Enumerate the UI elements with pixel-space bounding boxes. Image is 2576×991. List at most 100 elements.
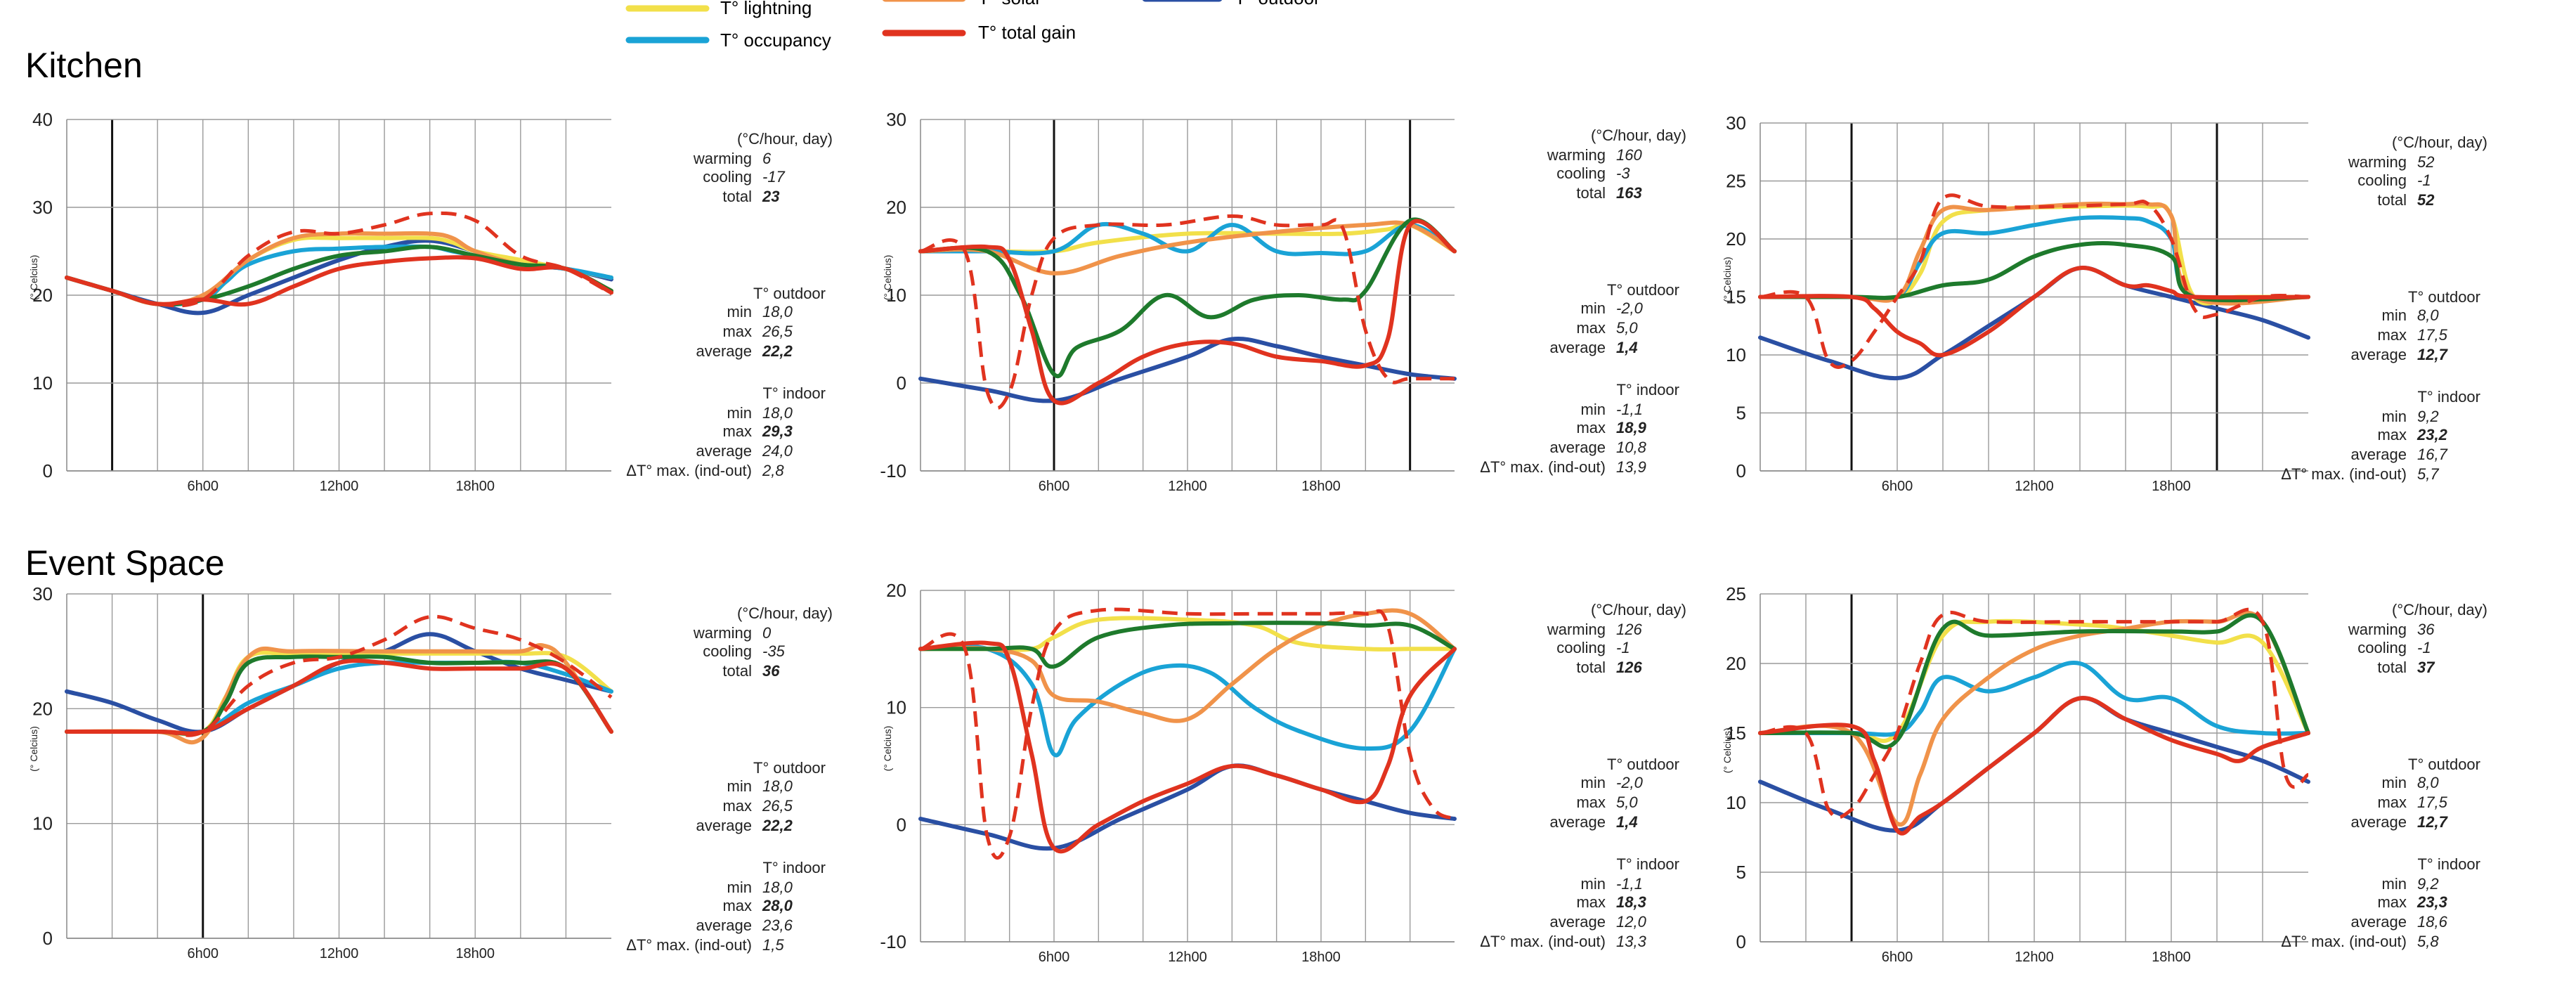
stats-label: ΔT° max. (ind-out) — [2281, 933, 2407, 950]
series-line-dashed — [1759, 193, 2309, 369]
stats-heading: T° indoor — [1616, 381, 1679, 399]
stats-value: 18,0 — [762, 879, 793, 896]
stats-value: 52 — [2417, 191, 2435, 209]
y-tick-label: 10 — [32, 373, 53, 394]
series-line-dashed — [1759, 607, 2310, 820]
stats-value: 18,3 — [1616, 893, 1646, 911]
stats-heading: T° outdoor — [753, 759, 826, 777]
stats-label: min — [1581, 875, 1606, 893]
stats-kitchen-3: (°C/hour, day) warming 52 cooling -1 total 52 T… — [2281, 134, 2487, 483]
stats-label: average — [2350, 813, 2407, 831]
stats-value: 5,7 — [2417, 465, 2439, 483]
stats-value: 23 — [762, 188, 779, 205]
chart-kitchen-3: 0 5 10 15 20 25 30 6h00 12h00 18h00 (° Celcius) — [1722, 112, 2310, 494]
y-axis-label: (° Celcius) — [28, 726, 39, 772]
y-tick-label: -10 — [880, 460, 906, 481]
y-tick-label: 20 — [32, 285, 53, 306]
stats-value: -1 — [2417, 171, 2431, 189]
stats-value: 23,2 — [2416, 426, 2448, 443]
stats-value: -2,0 — [1616, 299, 1644, 317]
stats-unit: (°C/hour, day) — [2392, 134, 2487, 151]
stats-label: max — [2377, 326, 2407, 344]
legend-label-occupancy: T° occupancy — [720, 30, 831, 51]
stats-label: max — [722, 422, 752, 440]
y-tick-label: 30 — [886, 109, 906, 130]
y-tick-label: 20 — [886, 197, 906, 218]
stats-value: 9,2 — [2417, 408, 2439, 425]
x-tick-label: 18h00 — [2152, 950, 2191, 965]
stats-label: max — [1576, 893, 1606, 911]
stats-value: 13,3 — [1616, 933, 1647, 950]
stats-heading: T° indoor — [1616, 855, 1679, 873]
y-tick-label: 20 — [1726, 653, 1746, 674]
stats-label: total — [2377, 659, 2407, 676]
stats-label: ΔT° max. (ind-out) — [1480, 458, 1606, 476]
stats-value: -2,0 — [1616, 774, 1644, 791]
stats-label: min — [2382, 306, 2407, 324]
stats-label: min — [2382, 875, 2407, 893]
stats-unit: (°C/hour, day) — [1591, 601, 1686, 618]
stats-label: total — [722, 188, 752, 205]
chart-event-space-1: 0 10 20 30 6h00 12h00 18h00 (° Celcius) — [28, 583, 613, 961]
stats-value: -1 — [2417, 639, 2431, 656]
stats-label: cooling — [703, 168, 752, 186]
y-tick-label: 0 — [897, 814, 906, 835]
stats-label: average — [2350, 346, 2407, 363]
series-line-total — [918, 219, 1457, 406]
stats-value: 22,2 — [762, 342, 793, 360]
stats-label: min — [1581, 299, 1606, 317]
stats-value: 29,3 — [762, 422, 793, 440]
y-axis-label: (° Celcius) — [1722, 727, 1733, 773]
stats-value: 10,8 — [1616, 439, 1647, 456]
stats-label: average — [696, 442, 752, 460]
stats-label: max — [722, 897, 752, 914]
stats-label: min — [1581, 774, 1606, 791]
stats-value: 16,7 — [2417, 446, 2448, 463]
stats-label: min — [727, 404, 752, 422]
stats-value: 36 — [2417, 621, 2435, 638]
stats-label: total — [1576, 659, 1606, 676]
stats-label: min — [1581, 401, 1606, 418]
stats-heading: T° indoor — [762, 384, 826, 402]
stats-label: total — [1576, 184, 1606, 202]
y-tick-label: 25 — [1726, 171, 1746, 192]
stats-unit: (°C/hour, day) — [1591, 127, 1686, 144]
stats-heading: T° outdoor — [753, 285, 826, 302]
stats-label: average — [696, 916, 752, 934]
stats-value: 18,6 — [2417, 913, 2448, 931]
stats-heading: T° outdoor — [2408, 756, 2480, 773]
stats-value: 1,4 — [1616, 339, 1638, 356]
stats-value: 18,9 — [1616, 419, 1647, 436]
stats-label: average — [1549, 813, 1606, 831]
section-title-kitchen: Kitchen — [25, 46, 143, 85]
y-tick-label: 20 — [886, 580, 906, 601]
stats-value: 1,4 — [1616, 813, 1638, 831]
stats-value: 13,9 — [1616, 458, 1646, 476]
x-tick-label: 18h00 — [1301, 479, 1341, 494]
stats-value: 5,0 — [1616, 794, 1638, 811]
series-line-indoor — [1758, 241, 2310, 303]
stats-label: warming — [2348, 153, 2407, 171]
x-tick-label: 12h00 — [2015, 950, 2054, 965]
stats-value: 12,7 — [2417, 813, 2449, 831]
stats-label: min — [2382, 408, 2407, 425]
stats-label: average — [1549, 339, 1606, 356]
stats-value: 12,7 — [2417, 346, 2449, 363]
stats-event-space-3: (°C/hour, day) warming 36 cooling -1 total 37 T… — [2281, 601, 2487, 950]
stats-value: 12,0 — [1616, 913, 1647, 931]
legend: T° lightning T° occupancy T° solar T° to… — [625, 0, 1320, 51]
stats-label: ΔT° max. (ind-out) — [626, 462, 752, 479]
stats-label: max — [722, 797, 752, 815]
series-line-total — [65, 659, 613, 736]
y-tick-label: 40 — [32, 109, 53, 130]
stats-heading: T° indoor — [2417, 855, 2480, 873]
x-tick-label: 12h00 — [1168, 479, 1207, 494]
series-line-dashed — [66, 211, 613, 308]
stats-label: average — [696, 342, 752, 360]
x-tick-label: 12h00 — [2015, 479, 2054, 494]
stats-value: 8,0 — [2417, 774, 2439, 791]
x-tick-label: 18h00 — [1301, 950, 1341, 965]
stats-label: min — [727, 303, 752, 320]
y-tick-label: 10 — [1726, 344, 1746, 365]
